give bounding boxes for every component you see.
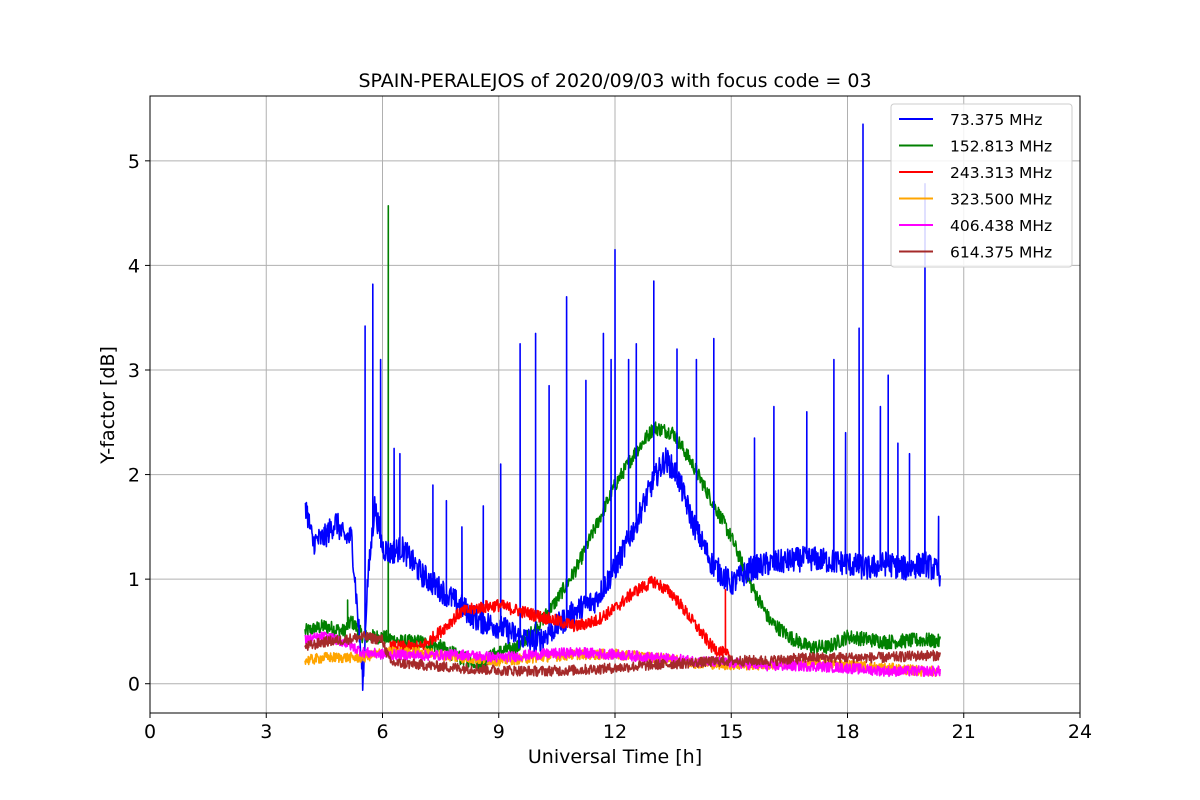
x-tick-label: 15 [719, 721, 743, 743]
series-line-73-375-mhz [304, 123, 941, 691]
y-tick-label: 1 [128, 569, 140, 591]
x-tick-label: 18 [835, 721, 859, 743]
x-tick-label: 3 [260, 721, 272, 743]
legend-label: 323.500 MHz [950, 191, 1052, 209]
series-line-406-438-mhz [304, 631, 941, 678]
x-tick-label: 21 [952, 721, 976, 743]
plot-area [304, 123, 941, 691]
legend-label: 614.375 MHz [950, 244, 1052, 262]
y-tick-label: 4 [128, 255, 140, 277]
legend-box [890, 103, 1073, 268]
y-tick-label: 2 [128, 465, 140, 487]
series-line-152-813-mhz [304, 205, 941, 670]
x-tick-label: 6 [376, 721, 388, 743]
series-line-614-375-mhz [304, 630, 941, 678]
legend-label: 152.813 MHz [950, 138, 1052, 156]
y-tick-label: 0 [128, 674, 140, 696]
x-tick-label: 24 [1068, 721, 1092, 743]
y-axis-label: Y-factor [dB] [97, 346, 119, 465]
legend: 73.375 MHz 152.813 MHz 243.313 MHz 323.500 … [890, 103, 1073, 268]
x-tick-label: 12 [603, 721, 627, 743]
series-layer [304, 123, 941, 691]
x-tick-label: 9 [493, 721, 505, 743]
legend-label: 73.375 MHz [950, 111, 1042, 129]
x-tick-label: 0 [144, 721, 156, 743]
y-tick-label: 5 [128, 151, 140, 173]
legend-label: 243.313 MHz [950, 164, 1052, 182]
legend-label: 406.438 MHz [950, 217, 1052, 235]
chart-title: SPAIN-PERALEJOS of 2020/09/03 with focus… [358, 70, 871, 92]
x-axis-label: Universal Time [h] [528, 746, 702, 768]
y-tick-label: 3 [128, 360, 140, 382]
legend-entries: 73.375 MHz 152.813 MHz 243.313 MHz 323.500 … [899, 111, 1052, 262]
series-line-243-313-mhz [389, 575, 732, 664]
